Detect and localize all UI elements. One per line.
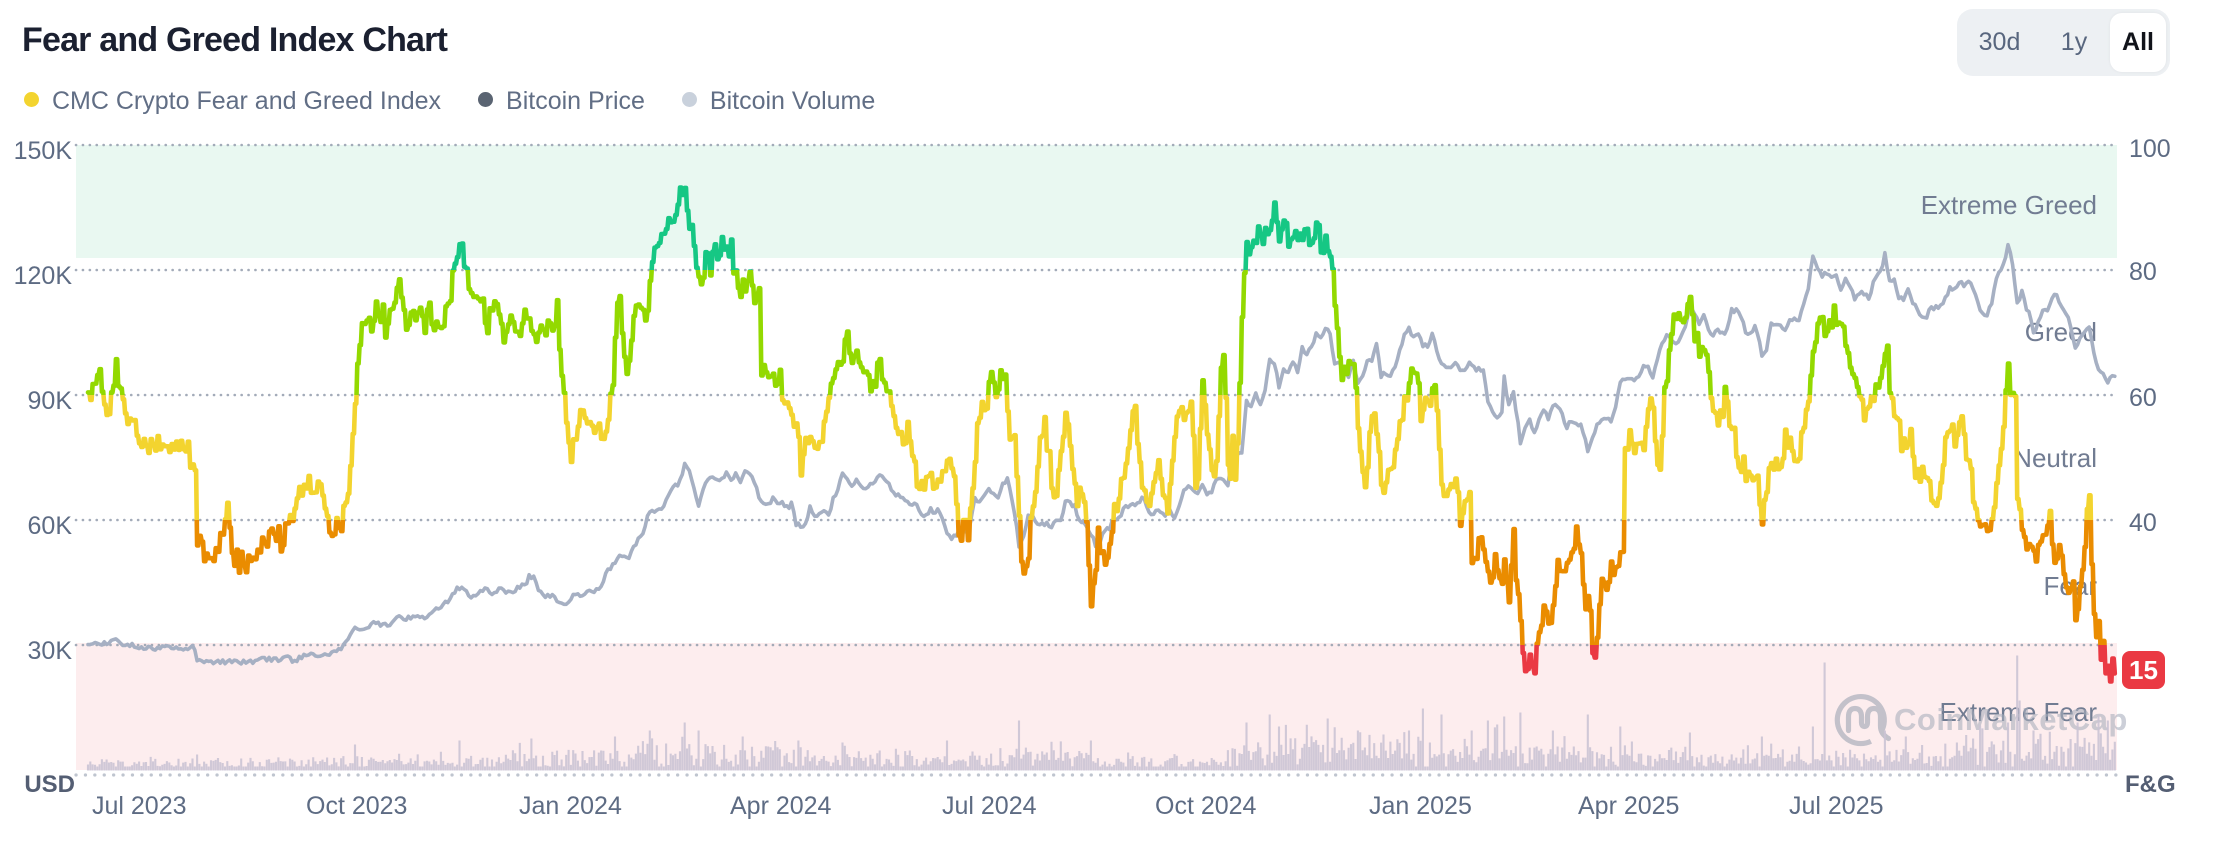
svg-text:30K: 30K bbox=[28, 637, 73, 665]
svg-text:100: 100 bbox=[2129, 135, 2171, 163]
svg-text:Oct 2023: Oct 2023 bbox=[306, 792, 407, 820]
svg-text:Jul 2025: Jul 2025 bbox=[1789, 792, 1884, 820]
svg-text:Jan 2024: Jan 2024 bbox=[519, 792, 622, 820]
svg-text:Extreme Greed: Extreme Greed bbox=[1921, 190, 2097, 220]
svg-text:60: 60 bbox=[2129, 384, 2157, 412]
svg-text:Jan 2025: Jan 2025 bbox=[1369, 792, 1472, 820]
svg-text:Extreme Fear: Extreme Fear bbox=[1940, 697, 2098, 727]
svg-text:Jul 2024: Jul 2024 bbox=[942, 792, 1037, 820]
svg-text:F&G: F&G bbox=[2125, 771, 2176, 798]
svg-text:CoinMarketCap: CoinMarketCap bbox=[1894, 702, 2128, 737]
svg-text:Apr 2025: Apr 2025 bbox=[1578, 792, 1679, 820]
svg-text:Neutral: Neutral bbox=[2013, 443, 2097, 473]
svg-text:40: 40 bbox=[2129, 509, 2157, 537]
svg-text:80: 80 bbox=[2129, 258, 2157, 286]
svg-text:120K: 120K bbox=[14, 262, 73, 290]
svg-text:15: 15 bbox=[2129, 655, 2158, 685]
svg-text:Apr 2024: Apr 2024 bbox=[730, 792, 832, 820]
svg-text:90K: 90K bbox=[28, 387, 73, 415]
svg-text:150K: 150K bbox=[14, 137, 73, 165]
svg-text:60K: 60K bbox=[28, 512, 73, 540]
svg-text:Jul 2023: Jul 2023 bbox=[92, 792, 187, 820]
svg-text:Oct 2024: Oct 2024 bbox=[1155, 792, 1257, 820]
svg-text:USD: USD bbox=[24, 771, 75, 798]
